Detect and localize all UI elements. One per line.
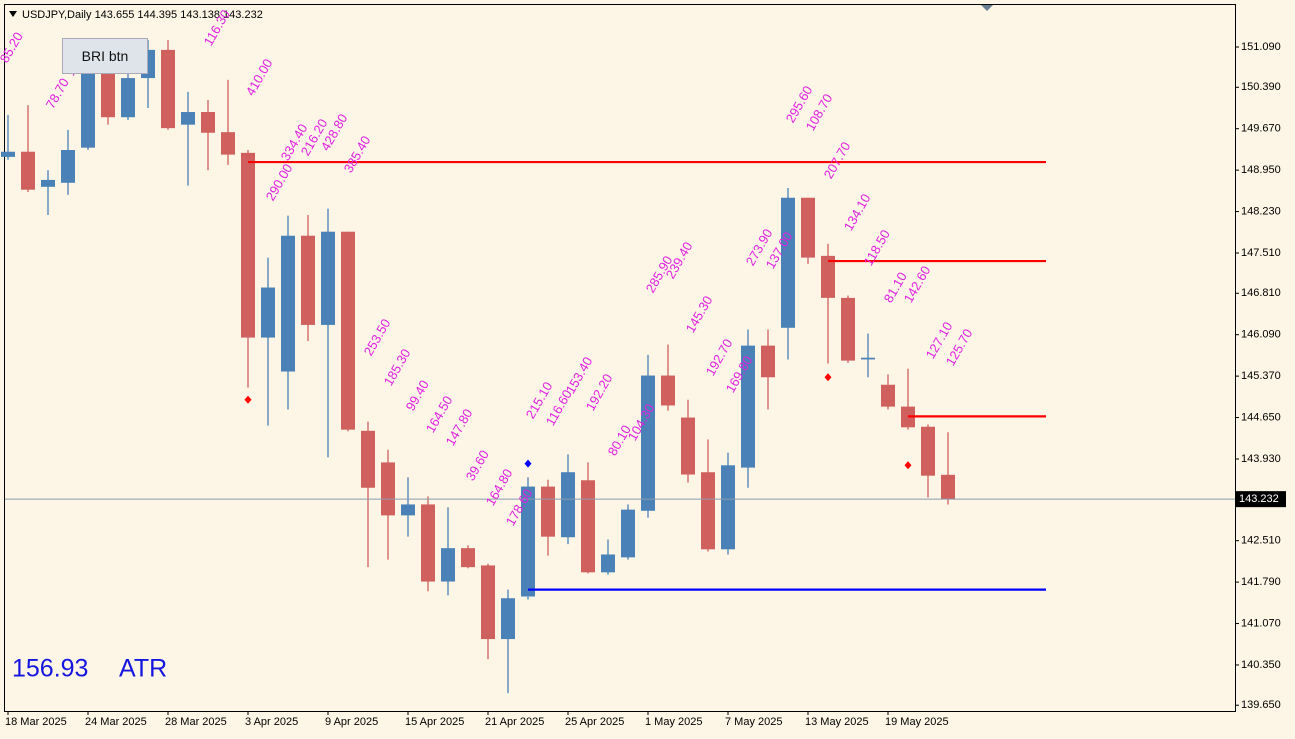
x-tick-label: 18 Mar 2025 <box>5 716 67 728</box>
candle-body <box>421 504 435 582</box>
candle-body <box>21 151 35 190</box>
candle-body <box>441 548 455 582</box>
candle-body <box>881 384 895 407</box>
candle-body <box>921 426 935 476</box>
bri-button[interactable]: BRI btn <box>62 38 148 74</box>
y-tick-label: 147.510 <box>1241 247 1281 259</box>
header-low: 143.138 <box>180 9 220 21</box>
candle-body <box>461 548 475 568</box>
y-tick-label: 146.090 <box>1241 329 1281 341</box>
x-tick-label: 28 Mar 2025 <box>165 716 227 728</box>
candle-body <box>581 480 595 573</box>
header-close: 143.232 <box>223 9 263 21</box>
candle-body <box>381 462 395 516</box>
candle-body <box>821 255 835 298</box>
candle-body <box>521 486 535 597</box>
candle-body <box>1 151 15 157</box>
candle-body <box>81 70 95 148</box>
y-tick-label: 149.670 <box>1241 123 1281 135</box>
x-tick-label: 24 Mar 2025 <box>85 716 147 728</box>
y-tick-label: 150.390 <box>1241 81 1281 93</box>
candle-body <box>61 149 75 183</box>
candle-body <box>241 152 255 338</box>
signal-marker <box>824 373 832 382</box>
candle-body <box>261 287 275 338</box>
x-tick-label: 1 May 2025 <box>645 716 702 728</box>
candle-body <box>321 231 335 325</box>
candle-body <box>761 345 775 378</box>
candle-body <box>841 297 855 361</box>
candle-body <box>721 465 735 550</box>
candle-body <box>601 554 615 573</box>
candle-body <box>221 132 235 155</box>
x-tick-label: 15 Apr 2025 <box>405 716 464 728</box>
symbol: USDJPY,Daily <box>22 9 92 21</box>
y-tick-label: 143.930 <box>1241 453 1281 465</box>
header-high: 144.395 <box>137 9 177 21</box>
candle-body <box>121 78 135 118</box>
price-label-box <box>1236 491 1286 508</box>
candle-body <box>661 375 675 406</box>
candle-body <box>801 197 815 258</box>
candle-body <box>681 417 695 475</box>
signal-marker <box>904 461 912 470</box>
price-label: 143.232 <box>1239 493 1279 505</box>
x-tick-label: 13 May 2025 <box>805 716 869 728</box>
atr-value: 156.93 <box>12 655 88 683</box>
candle-body <box>701 472 715 550</box>
candle-body <box>281 235 295 372</box>
header-open: 143.655 <box>95 9 135 21</box>
candle-body <box>481 565 495 640</box>
x-tick-label: 3 Apr 2025 <box>245 716 298 728</box>
y-tick-label: 141.790 <box>1241 576 1281 588</box>
candle-body <box>401 504 415 516</box>
y-tick-label: 146.810 <box>1241 287 1281 299</box>
y-tick-label: 148.230 <box>1241 205 1281 217</box>
x-tick-label: 9 Apr 2025 <box>325 716 378 728</box>
atr-label: ATR <box>119 655 167 683</box>
candle-body <box>561 472 575 538</box>
candle-body <box>201 112 215 133</box>
candle-body <box>741 345 755 468</box>
menu-arrow <box>9 11 17 17</box>
signal-marker <box>524 459 532 468</box>
y-tick-label: 145.370 <box>1241 370 1281 382</box>
plot-frame <box>4 4 1236 712</box>
candle-body <box>361 430 375 488</box>
candle-body <box>621 509 635 558</box>
y-tick-label: 144.650 <box>1241 411 1281 423</box>
x-tick-label: 21 Apr 2025 <box>485 716 544 728</box>
candle-body <box>641 375 655 511</box>
candle-body <box>41 179 55 187</box>
y-tick-label: 151.090 <box>1241 41 1281 53</box>
candles <box>1 40 955 694</box>
candle-body <box>161 49 175 129</box>
candle-body <box>301 235 315 325</box>
candle-body <box>181 112 195 125</box>
y-tick-label: 142.510 <box>1241 535 1281 547</box>
candle-body <box>501 598 515 640</box>
candle-body <box>861 357 875 360</box>
chart-header: USDJPY,Daily 143.655 144.395 143.138 143… <box>22 9 263 21</box>
x-tick-label: 7 May 2025 <box>725 716 782 728</box>
y-tick-label: 140.350 <box>1241 659 1281 671</box>
y-tick-label: 139.650 <box>1241 699 1281 711</box>
candle-body <box>941 474 955 500</box>
x-tick-label: 25 Apr 2025 <box>565 716 624 728</box>
y-tick-label: 141.070 <box>1241 617 1281 629</box>
candle-body <box>541 486 555 537</box>
candle-body <box>341 231 355 430</box>
signal-marker <box>244 395 252 404</box>
shift-marker <box>981 5 993 11</box>
y-tick-label: 148.950 <box>1241 164 1281 176</box>
candle-body <box>101 70 115 118</box>
x-tick-label: 19 May 2025 <box>885 716 949 728</box>
candle-body <box>781 197 795 328</box>
